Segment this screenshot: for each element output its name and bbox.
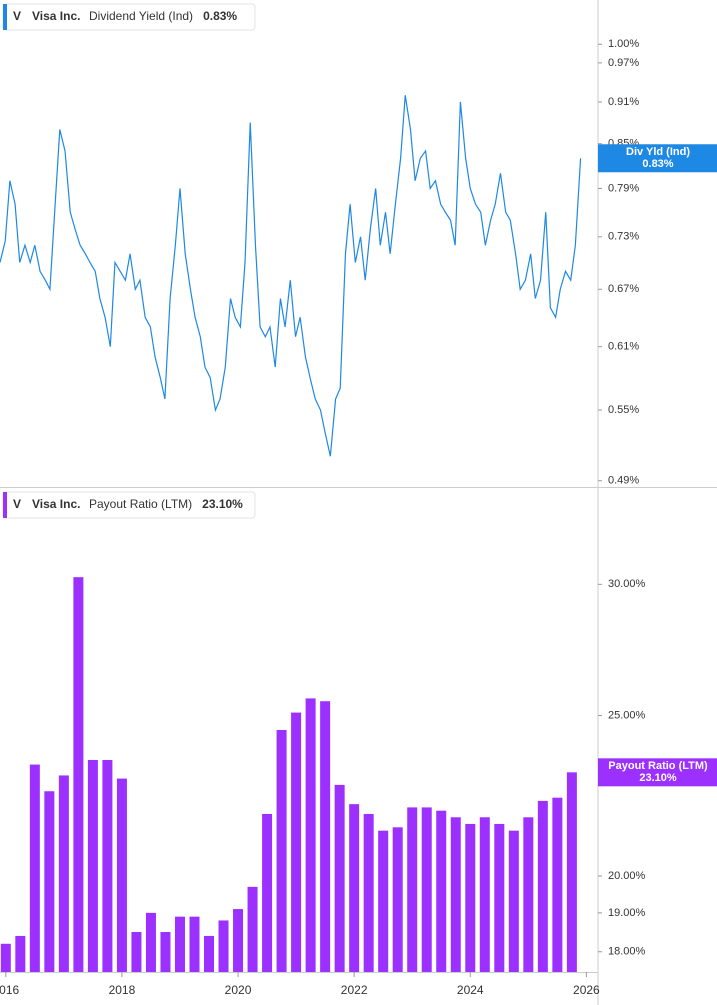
x-tick-label: 2016 <box>0 983 19 997</box>
x-tick-label: 2024 <box>457 983 484 997</box>
bar <box>334 784 345 972</box>
bar <box>247 886 258 972</box>
bar <box>145 912 156 972</box>
bar <box>305 698 316 972</box>
bar <box>102 759 113 972</box>
x-tick-label: 2022 <box>341 983 368 997</box>
y-tick-label: 1.00% <box>608 38 639 50</box>
y-tick-label: 0.49% <box>608 475 639 487</box>
bar <box>204 935 215 972</box>
bar <box>116 778 127 972</box>
badge-name: Div Yld (Ind) <box>626 146 690 158</box>
badge-value: 0.83% <box>642 158 673 170</box>
bar <box>73 577 84 972</box>
bar <box>407 807 418 972</box>
bar <box>189 916 200 972</box>
x-tick-label: 2026 <box>573 983 600 997</box>
y-tick-label: 25.00% <box>608 709 646 721</box>
y-tick-label: 0.91% <box>608 96 639 108</box>
legend-swatch <box>3 492 7 518</box>
y-tick-label: 0.79% <box>608 182 639 194</box>
bar <box>276 730 287 972</box>
bar <box>552 797 563 972</box>
bar <box>44 791 55 972</box>
legend-ticker: V <box>13 9 21 23</box>
y-tick-label: 20.00% <box>608 870 646 882</box>
y-tick-label: 18.00% <box>608 946 646 958</box>
bar <box>378 830 389 972</box>
legend-value: 0.83% <box>203 9 237 23</box>
legend-company: Visa Inc. <box>32 9 80 23</box>
bar <box>233 909 244 972</box>
bar <box>87 759 98 972</box>
legend-series: Dividend Yield (Ind) <box>89 9 193 23</box>
badge-name: Payout Ratio (LTM) <box>608 760 708 772</box>
bar <box>29 764 40 972</box>
legend-company: Visa Inc. <box>32 497 80 511</box>
y-tick-label: 30.00% <box>608 578 646 590</box>
bar <box>523 817 534 972</box>
y-tick-label: 0.55% <box>608 404 639 416</box>
y-tick-label: 19.00% <box>608 907 646 919</box>
legend-series: Payout Ratio (LTM) <box>89 497 192 511</box>
y-tick-label: 0.73% <box>608 231 639 243</box>
bar <box>494 823 505 972</box>
bar <box>392 827 403 972</box>
y-tick-label: 0.61% <box>608 341 639 353</box>
bar <box>291 712 302 972</box>
x-tick-label: 2018 <box>109 983 136 997</box>
value-badge <box>598 758 717 787</box>
bar <box>508 830 519 972</box>
bar <box>363 813 374 972</box>
legend-value: 23.10% <box>202 497 243 511</box>
legend-swatch <box>3 4 7 30</box>
bar <box>465 823 476 972</box>
bar <box>320 701 331 972</box>
bar <box>421 807 432 972</box>
bar <box>479 817 490 972</box>
bar <box>131 932 142 972</box>
bar <box>15 935 26 972</box>
x-tick-label: 2020 <box>225 983 252 997</box>
line <box>0 95 582 457</box>
bar <box>160 932 171 972</box>
y-tick-label: 0.97% <box>608 57 639 69</box>
bar <box>58 775 69 972</box>
bar <box>0 943 11 972</box>
bar <box>436 810 447 972</box>
bar <box>566 772 577 972</box>
bar <box>262 813 273 972</box>
value-badge <box>598 144 717 173</box>
bar <box>174 916 185 972</box>
y-tick-label: 0.67% <box>608 283 639 295</box>
bar <box>537 800 548 972</box>
badge-value: 23.10% <box>639 772 677 784</box>
bar <box>450 817 461 972</box>
bar <box>218 920 229 972</box>
bar <box>349 804 360 972</box>
legend-ticker: V <box>13 497 21 511</box>
